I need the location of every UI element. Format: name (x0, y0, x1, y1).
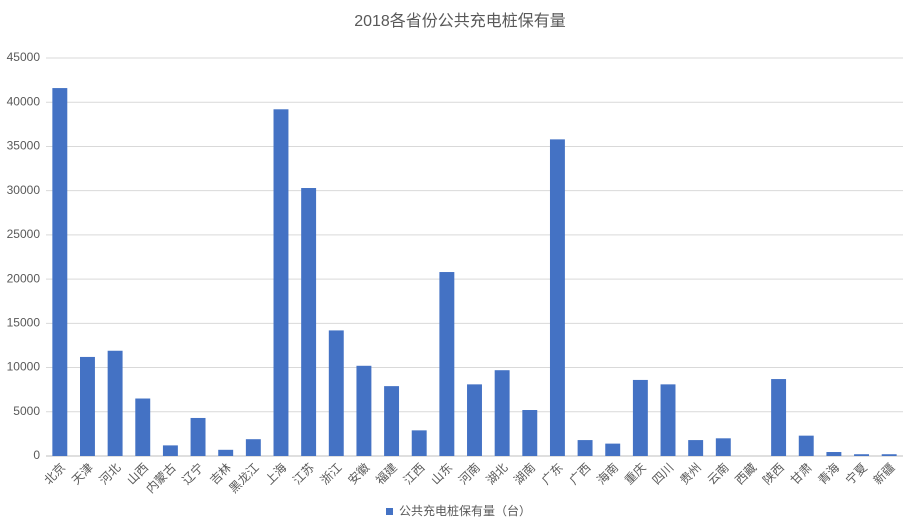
y-tick-label: 35000 (7, 139, 41, 153)
bar (605, 443, 621, 456)
x-tick-label: 广西 (567, 460, 594, 487)
x-tick-label: 重庆 (622, 460, 649, 487)
x-tick-label: 浙江 (318, 460, 345, 487)
chart-title: 2018各省份公共充电桩保有量 (354, 12, 566, 30)
bar (854, 454, 869, 456)
x-tick-label: 上海 (262, 460, 290, 488)
bar (301, 188, 317, 456)
x-tick-label: 福建 (372, 460, 400, 488)
x-tick-label: 内蒙古 (143, 460, 179, 496)
y-tick-label: 5000 (13, 404, 40, 418)
bar (439, 272, 455, 456)
bar (798, 435, 814, 456)
y-tick-label: 25000 (7, 227, 41, 241)
x-tick-label: 宁夏 (842, 460, 870, 488)
y-tick-label: 20000 (7, 271, 41, 285)
bar (384, 386, 400, 456)
bar (80, 356, 95, 456)
bar (162, 445, 178, 456)
x-tick-label: 安徽 (345, 460, 373, 488)
bar (190, 417, 206, 456)
x-tick-label: 江苏 (290, 460, 317, 487)
bar (771, 379, 787, 456)
x-tick-label: 四川 (649, 460, 676, 487)
x-tick-label: 甘肃 (788, 460, 815, 487)
bar (632, 379, 648, 456)
y-tick-label: 30000 (7, 183, 41, 197)
bar (328, 330, 344, 456)
x-tick-label: 天津 (69, 460, 96, 487)
x-tick-label: 新疆 (870, 460, 898, 488)
x-tick-label: 西藏 (732, 460, 759, 487)
bar (218, 449, 234, 456)
x-tick-label: 青海 (815, 460, 843, 488)
x-tick-label: 黑龙江 (226, 460, 261, 495)
bar (245, 439, 261, 456)
bar (356, 365, 372, 456)
bar (688, 440, 704, 456)
x-tick-label: 北京 (41, 460, 68, 487)
bar (549, 139, 565, 456)
legend-label: 公共充电桩保有量（台） (399, 503, 531, 518)
x-tick-label: 贵州 (677, 460, 704, 487)
bar (660, 384, 676, 456)
bar (411, 430, 427, 456)
bar (881, 454, 897, 456)
bar (52, 88, 68, 457)
bar (107, 350, 123, 456)
x-tick-label: 河南 (455, 460, 483, 488)
y-tick-label: 15000 (7, 316, 41, 330)
bar (494, 370, 510, 456)
y-tick-label: 40000 (7, 94, 41, 108)
bar (826, 452, 842, 456)
bar (467, 384, 482, 456)
x-tick-label: 湖南 (511, 460, 539, 488)
bar (273, 109, 289, 456)
x-tick-label: 陕西 (759, 460, 787, 488)
x-tick-label: 河北 (97, 460, 124, 487)
x-tick-label: 辽宁 (179, 460, 207, 488)
bar (135, 398, 151, 456)
x-tick-label: 广东 (539, 460, 566, 487)
y-tick-label: 0 (33, 448, 40, 462)
x-tick-label: 山东 (428, 460, 455, 487)
y-tick-label: 45000 (7, 50, 41, 64)
x-tick-label: 云南 (704, 460, 732, 488)
y-tick-label: 10000 (7, 360, 41, 374)
bar (577, 440, 593, 456)
legend-swatch (386, 508, 393, 515)
x-tick-label: 江西 (401, 460, 428, 487)
bar (522, 410, 538, 456)
bar (715, 438, 731, 456)
x-tick-label: 湖北 (483, 460, 511, 488)
x-tick-label: 海南 (594, 460, 622, 488)
